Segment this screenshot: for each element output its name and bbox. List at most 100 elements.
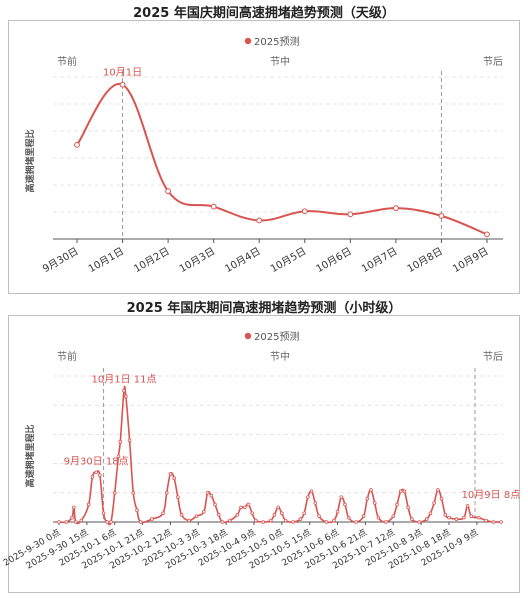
data-point	[246, 502, 251, 507]
data-point	[220, 520, 225, 524]
phase-label: 节后	[483, 56, 503, 68]
x-tick-label: 10月3日	[177, 245, 217, 275]
series-line	[76, 83, 488, 236]
x-tick-label: 10月8日	[405, 245, 445, 275]
data-point	[335, 509, 340, 514]
data-point	[476, 515, 481, 520]
data-point	[436, 488, 440, 492]
data-point	[398, 489, 403, 494]
data-point	[406, 505, 410, 510]
data-point	[438, 212, 445, 219]
data-point	[365, 496, 370, 501]
data-point	[74, 141, 80, 148]
data-point	[309, 489, 314, 494]
x-tick-label: 10月4日	[223, 245, 263, 275]
data-point	[242, 505, 247, 510]
data-point	[135, 508, 139, 513]
data-point	[298, 517, 303, 521]
data-point	[432, 501, 436, 505]
data-point	[272, 512, 277, 517]
data-point	[302, 511, 306, 516]
data-point	[73, 520, 78, 524]
data-point	[72, 505, 76, 510]
data-point	[395, 502, 399, 507]
data-point	[228, 518, 232, 523]
x-tick-label: 10月1日	[86, 245, 126, 275]
data-point	[127, 438, 132, 443]
x-tick-label: 10月5日	[268, 245, 308, 275]
data-point	[112, 491, 117, 495]
data-point	[210, 203, 217, 210]
x-tick-label: 10月6日	[314, 245, 354, 275]
data-point	[176, 495, 180, 499]
data-point	[101, 511, 106, 516]
phase-label: 节中	[270, 350, 290, 363]
daily-chart-title: 2025 年国庆期间高速拥堵趋势预测（天级）	[133, 6, 395, 21]
data-point	[369, 488, 373, 492]
data-point	[276, 505, 280, 510]
annotation-label: 9月30日 18点	[64, 455, 129, 467]
data-point	[339, 495, 344, 499]
data-point	[346, 515, 351, 520]
data-point	[291, 520, 295, 524]
data-point	[283, 518, 288, 523]
data-point	[499, 520, 503, 524]
data-point	[165, 188, 172, 195]
phase-label: 节中	[270, 55, 290, 68]
x-tick-label: 9月30日	[41, 245, 81, 275]
data-point	[447, 515, 451, 520]
data-point	[86, 502, 91, 507]
data-point	[376, 515, 381, 520]
data-point	[239, 505, 243, 510]
data-point	[372, 501, 377, 505]
data-point	[361, 514, 366, 518]
data-point	[254, 518, 258, 523]
hourly-chart-panel: 2025预测 节前 节中 节后 高速拥堵里程比 2025-9-30 0点 2025-9-30…	[1, 315, 520, 593]
legend-marker	[244, 332, 252, 340]
data-point	[250, 511, 254, 516]
data-point	[443, 512, 448, 517]
data-point	[105, 520, 110, 524]
x-tick-label: 10月7日	[360, 245, 400, 275]
data-point	[124, 394, 128, 399]
data-point	[118, 439, 123, 444]
data-point	[324, 520, 329, 524]
y-axis-label: 高速拥堵里程比	[24, 424, 36, 487]
x-tick-label: 10月2日	[132, 245, 172, 275]
data-point	[428, 511, 433, 516]
data-point	[172, 476, 176, 481]
data-point	[354, 520, 358, 524]
data-point	[116, 454, 121, 459]
data-point	[384, 520, 388, 524]
phase-label: 节前	[57, 55, 77, 68]
hourly-chart-title: 2025 年国庆期间高速拥堵趋势预测（小时级）	[126, 301, 402, 316]
phase-label: 节前	[57, 350, 77, 363]
data-point	[484, 231, 490, 238]
legend-label: 2025预测	[254, 35, 299, 48]
data-point	[98, 473, 102, 478]
data-point	[417, 520, 422, 524]
data-point	[469, 514, 474, 518]
data-point	[164, 491, 169, 495]
data-point	[179, 512, 184, 517]
daily-chart-panel: 2025预测 节前 节中 节后 高速拥堵里程比 9月30日 10月1日 10月2日 10月3日 1…	[8, 20, 520, 294]
data-point	[187, 518, 191, 523]
data-point	[484, 518, 488, 523]
data-point	[131, 491, 136, 495]
data-point	[213, 502, 217, 507]
data-point	[491, 520, 496, 524]
data-point	[150, 517, 154, 521]
data-point	[94, 470, 98, 475]
data-point	[462, 515, 466, 520]
legend-marker	[244, 37, 252, 45]
x-tick-label: 10月9日	[451, 245, 491, 275]
data-point	[317, 514, 321, 518]
annotation-label: 10月1日 11点	[92, 374, 157, 386]
data-point	[424, 517, 429, 521]
data-point	[343, 502, 347, 507]
data-point	[313, 501, 318, 505]
data-point	[392, 205, 399, 212]
data-point	[301, 208, 308, 215]
legend-label: 2025预测	[254, 330, 299, 343]
